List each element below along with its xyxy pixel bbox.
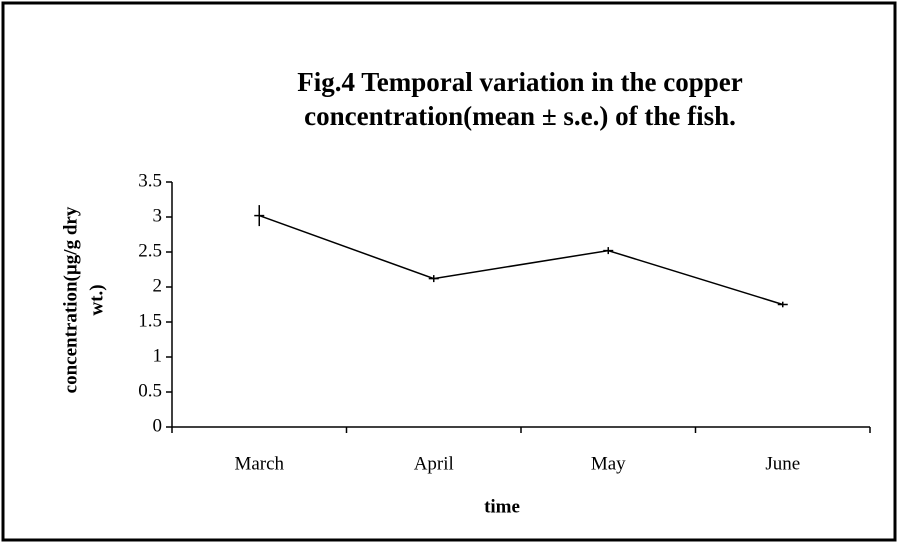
y-tick-label: 1 (153, 345, 163, 366)
y-tick-label: 3 (153, 205, 163, 226)
y-tick-label: 0 (153, 415, 163, 436)
y-axis-title: concentration(µg/g dry (60, 206, 81, 393)
y-tick-label: 2 (153, 275, 163, 296)
line (258, 214, 783, 306)
chart-title: Fig.4 Temporal variation in the copper (297, 67, 743, 97)
y-tick-label: 2.5 (138, 240, 162, 261)
x-axis-title: time (484, 496, 520, 517)
y-tick-label: 1.5 (138, 310, 162, 331)
x-tick-label: March (234, 453, 284, 474)
x-tick-label: June (765, 453, 800, 474)
chart-title: concentration(mean ± s.e.) of the fish. (304, 101, 736, 131)
y-tick-label: 3.5 (138, 170, 162, 191)
y-tick-label: 0.5 (138, 380, 162, 401)
x-tick-label: April (414, 453, 454, 474)
y-axis-title: wt.) (86, 284, 107, 315)
x-tick-label: May (591, 453, 626, 474)
